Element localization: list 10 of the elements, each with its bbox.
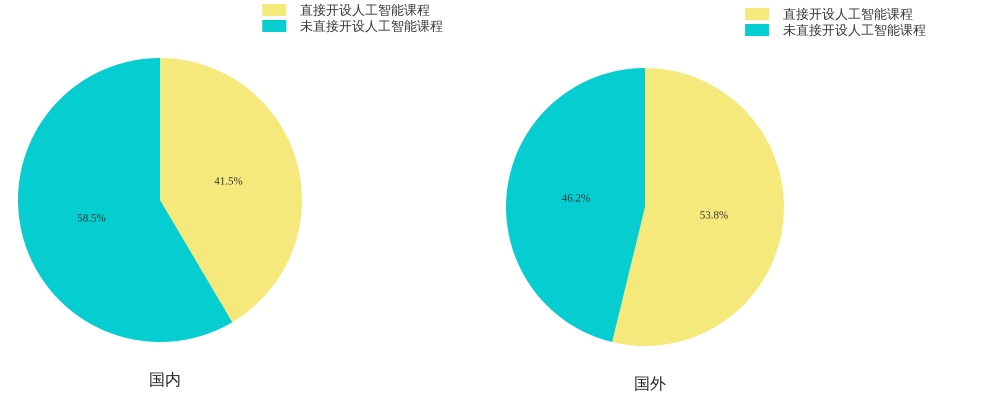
text: 国外 bbox=[634, 376, 666, 393]
legend-label: 未直接开设人工智能课程 bbox=[783, 22, 926, 38]
data-label: 41.5% bbox=[214, 175, 243, 188]
legend-label: 未直接开设人工智能课程 bbox=[300, 18, 444, 34]
data-label: 58.5% bbox=[77, 212, 106, 225]
data-label: 53.8% bbox=[700, 209, 728, 222]
legend-label: 直接开设人工智能课程 bbox=[783, 6, 914, 22]
data-label: 46.2% bbox=[562, 192, 590, 205]
legend-label: 直接开设人工智能课程 bbox=[300, 2, 430, 18]
text: 国内 bbox=[149, 371, 181, 389]
